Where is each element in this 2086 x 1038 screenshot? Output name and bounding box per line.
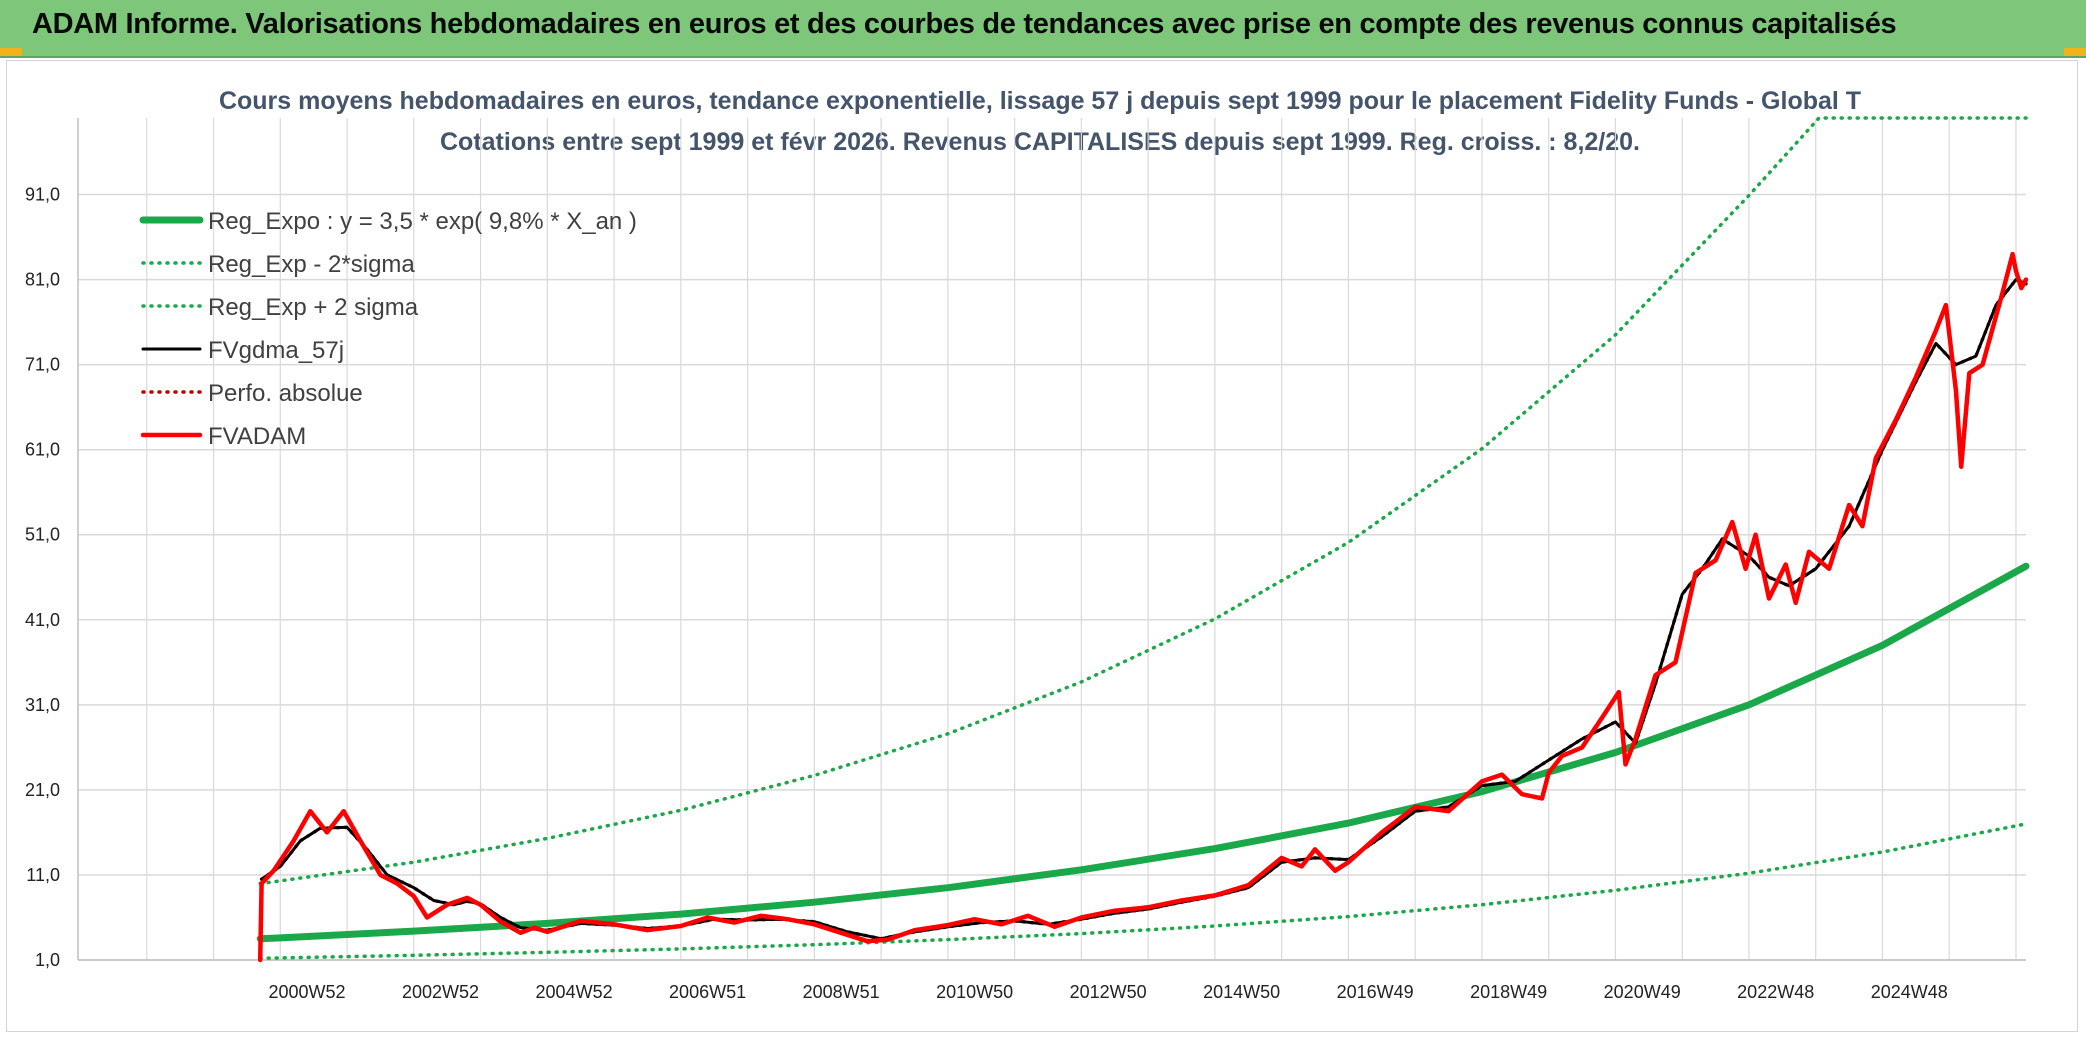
banner-title: ADAM Informe. Valorisations hebdomadaire… — [32, 8, 1897, 40]
y-tick-label: 81,0 — [25, 270, 60, 290]
x-tick-label: 2016W49 — [1337, 982, 1414, 1002]
y-axis-ticks: 1,0 11,0 21,0 31,0 41,0 51,0 61,0 71,0 81,0 91,0 — [25, 185, 60, 970]
y-tick-label: 61,0 — [25, 440, 60, 460]
series-line-4 — [259, 277, 2028, 941]
x-tick-label: 2008W51 — [803, 982, 880, 1002]
x-tick-label: 2018W49 — [1470, 982, 1547, 1002]
chart-frame — [6, 60, 2078, 1032]
legend-label: Reg_Exp - 2*sigma — [208, 251, 415, 278]
legend-label: Reg_Expo : y = 3,5 * exp( 9,8% * X_an ) — [208, 208, 637, 235]
series-line-1 — [258, 822, 2028, 961]
y-tick-label: 51,0 — [25, 525, 60, 545]
gridlines — [77, 118, 2026, 961]
banner-corner-right — [2064, 48, 2086, 56]
x-tick-label: 2010W50 — [936, 982, 1013, 1002]
x-tick-label: 2002W52 — [402, 982, 479, 1002]
chart-title: Cours moyens hebdomadaires en euros, ten… — [219, 87, 1861, 115]
x-tick-label: 2000W52 — [269, 982, 346, 1002]
legend-label: Perfo. absolue — [208, 380, 363, 407]
y-tick-label: 31,0 — [25, 695, 60, 715]
series-line-3 — [260, 278, 2028, 941]
y-tick-label: 21,0 — [25, 780, 60, 800]
legend: Reg_Expo : y = 3,5 * exp( 9,8% * X_an ) R… — [139, 208, 637, 450]
banner: ADAM Informe. Valorisations hebdomadaire… — [0, 0, 2086, 58]
x-tick-label: 2012W50 — [1070, 982, 1147, 1002]
y-tick-label: 1,0 — [35, 950, 60, 970]
x-tick-label: 2024W48 — [1871, 982, 1948, 1002]
y-tick-label: 11,0 — [26, 865, 60, 885]
banner-corner-left — [0, 48, 22, 56]
legend-label: Reg_Exp + 2 sigma — [208, 294, 419, 321]
series-line-2 — [258, 116, 2028, 886]
series-line-0 — [256, 562, 2030, 943]
x-tick-label: 2004W52 — [536, 982, 613, 1002]
x-tick-label: 2022W48 — [1737, 982, 1814, 1002]
chart-subtitle: Cotations entre sept 1999 et févr 2026. … — [440, 128, 1640, 156]
legend-label: FVADAM — [208, 423, 306, 450]
x-axis-ticks: 2000W52 2002W52 2004W52 2006W51 2008W51 2010W… — [269, 982, 1948, 1002]
y-tick-label: 41,0 — [25, 610, 60, 630]
series-line-5 — [257, 251, 2029, 963]
y-tick-label: 71,0 — [25, 355, 60, 375]
plot-series — [256, 116, 2030, 963]
x-tick-label: 2006W51 — [669, 982, 746, 1002]
x-tick-label: 2020W49 — [1604, 982, 1681, 1002]
y-tick-label: 91,0 — [25, 185, 60, 205]
legend-label: FVgdma_57j — [208, 337, 344, 364]
x-tick-label: 2014W50 — [1203, 982, 1280, 1002]
